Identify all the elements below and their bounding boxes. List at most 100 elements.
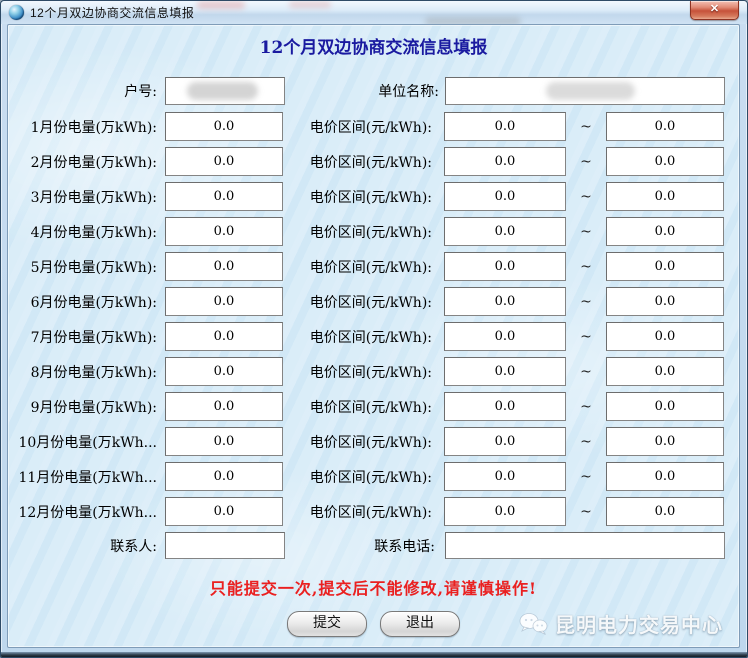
- price-range-label: 电价区间(元/kWh):: [309, 329, 432, 346]
- price-high-input[interactable]: [606, 462, 724, 491]
- price-low-input[interactable]: [444, 182, 566, 211]
- month-qty-label: 9月份电量(万kWh):: [30, 399, 157, 416]
- month-row: 12月份电量(万kWh... 电价区间(元/kWh): ~: [9, 497, 739, 526]
- company-name-input[interactable]: [445, 77, 725, 105]
- price-high-input[interactable]: [606, 427, 724, 456]
- title-bar: 12个月双边协商交流信息填报: [1, 1, 747, 24]
- account-input[interactable]: [165, 77, 285, 105]
- account-label: 户号:: [124, 84, 157, 100]
- price-low-input[interactable]: [444, 112, 566, 141]
- price-low-input[interactable]: [444, 252, 566, 281]
- month-qty-label: 8月份电量(万kWh):: [30, 364, 157, 381]
- price-low-input[interactable]: [444, 357, 566, 386]
- submit-button[interactable]: 提交: [287, 611, 367, 637]
- month-row: 11月份电量(万kWh... 电价区间(元/kWh): ~: [9, 462, 739, 491]
- month-qty-input[interactable]: [165, 322, 283, 351]
- month-qty-input[interactable]: [165, 147, 283, 176]
- price-high-input[interactable]: [606, 252, 724, 281]
- form-panel: 12个月双边协商交流信息填报 户号: 单位名称: 1月份电量(万kWh): 电价…: [7, 24, 740, 648]
- tilde-separator: ~: [580, 433, 592, 450]
- price-range-label: 电价区间(元/kWh):: [309, 189, 432, 206]
- tilde-separator: ~: [580, 293, 592, 310]
- price-high-input[interactable]: [606, 182, 724, 211]
- price-low-input[interactable]: [444, 322, 566, 351]
- month-qty-label: 6月份电量(万kWh):: [30, 294, 157, 311]
- month-qty-input[interactable]: [165, 182, 283, 211]
- month-row: 4月份电量(万kWh): 电价区间(元/kWh): ~: [9, 217, 739, 246]
- tilde-separator: ~: [580, 503, 592, 520]
- contact-row: 联系人: 联系电话:: [9, 532, 739, 559]
- price-range-label: 电价区间(元/kWh):: [309, 154, 432, 171]
- month-qty-label: 4月份电量(万kWh):: [30, 224, 157, 241]
- price-low-input[interactable]: [444, 217, 566, 246]
- price-low-input[interactable]: [444, 427, 566, 456]
- price-range-label: 电价区间(元/kWh):: [309, 504, 432, 521]
- price-low-input[interactable]: [444, 147, 566, 176]
- month-qty-input[interactable]: [165, 497, 283, 526]
- window-title: 12个月双边协商交流信息填报: [30, 6, 195, 20]
- tilde-separator: ~: [580, 398, 592, 415]
- tilde-separator: ~: [580, 468, 592, 485]
- month-row: 8月份电量(万kWh): 电价区间(元/kWh): ~: [9, 357, 739, 386]
- price-range-label: 电价区间(元/kWh):: [309, 434, 432, 451]
- month-qty-input[interactable]: [165, 427, 283, 456]
- redacted-account-value: [187, 82, 259, 100]
- month-qty-input[interactable]: [165, 112, 283, 141]
- price-high-input[interactable]: [606, 392, 724, 421]
- price-high-input[interactable]: [606, 287, 724, 316]
- close-button[interactable]: ✕: [690, 1, 739, 20]
- price-low-input[interactable]: [444, 392, 566, 421]
- price-range-label: 电价区间(元/kWh):: [309, 294, 432, 311]
- price-range-label: 电价区间(元/kWh):: [309, 469, 432, 486]
- month-qty-label: 12月份电量(万kWh...: [18, 504, 157, 521]
- tilde-separator: ~: [580, 258, 592, 275]
- exit-button[interactable]: 退出: [380, 611, 460, 637]
- price-high-input[interactable]: [606, 147, 724, 176]
- month-row: 9月份电量(万kWh): 电价区间(元/kWh): ~: [9, 392, 739, 421]
- month-qty-label: 2月份电量(万kWh):: [30, 154, 157, 171]
- price-high-input[interactable]: [606, 112, 724, 141]
- month-qty-input[interactable]: [165, 287, 283, 316]
- price-low-input[interactable]: [444, 462, 566, 491]
- tilde-separator: ~: [580, 188, 592, 205]
- tilde-separator: ~: [580, 118, 592, 135]
- price-range-label: 电价区间(元/kWh):: [309, 259, 432, 276]
- company-label: 单位名称:: [378, 84, 439, 100]
- contact-phone-label: 联系电话:: [374, 538, 435, 555]
- page-title: 12个月双边协商交流信息填报: [259, 38, 488, 58]
- month-row: 10月份电量(万kWh... 电价区间(元/kWh): ~: [9, 427, 739, 456]
- month-row: 7月份电量(万kWh): 电价区间(元/kWh): ~: [9, 322, 739, 351]
- tilde-separator: ~: [580, 328, 592, 345]
- contact-person-input[interactable]: [165, 532, 285, 559]
- month-qty-input[interactable]: [165, 392, 283, 421]
- window-bottom-edge: [1, 652, 747, 657]
- month-qty-label: 1月份电量(万kWh):: [30, 119, 157, 136]
- month-row: 5月份电量(万kWh): 电价区间(元/kWh): ~: [9, 252, 739, 281]
- account-row: 户号: 单位名称:: [9, 77, 739, 105]
- tilde-separator: ~: [580, 153, 592, 170]
- month-row: 3月份电量(万kWh): 电价区间(元/kWh): ~: [9, 182, 739, 211]
- price-low-input[interactable]: [444, 287, 566, 316]
- contact-phone-input[interactable]: [445, 532, 725, 559]
- price-high-input[interactable]: [606, 497, 724, 526]
- tilde-separator: ~: [580, 223, 592, 240]
- month-qty-input[interactable]: [165, 252, 283, 281]
- globe-icon: [9, 5, 24, 20]
- contact-person-label: 联系人:: [110, 538, 157, 555]
- redacted-company-value: [546, 82, 636, 100]
- month-qty-label: 3月份电量(万kWh):: [30, 189, 157, 206]
- month-qty-input[interactable]: [165, 357, 283, 386]
- tilde-separator: ~: [580, 363, 592, 380]
- price-range-label: 电价区间(元/kWh):: [309, 119, 432, 136]
- price-high-input[interactable]: [606, 322, 724, 351]
- price-range-label: 电价区间(元/kWh):: [309, 364, 432, 381]
- month-qty-label: 10月份电量(万kWh...: [18, 434, 157, 451]
- price-low-input[interactable]: [444, 497, 566, 526]
- month-qty-input[interactable]: [165, 462, 283, 491]
- month-rows: 1月份电量(万kWh): 电价区间(元/kWh): ~ 2月份电量(万kWh):…: [8, 112, 739, 526]
- action-buttons: 提交 退出: [8, 611, 739, 637]
- month-qty-input[interactable]: [165, 217, 283, 246]
- price-high-input[interactable]: [606, 217, 724, 246]
- price-high-input[interactable]: [606, 357, 724, 386]
